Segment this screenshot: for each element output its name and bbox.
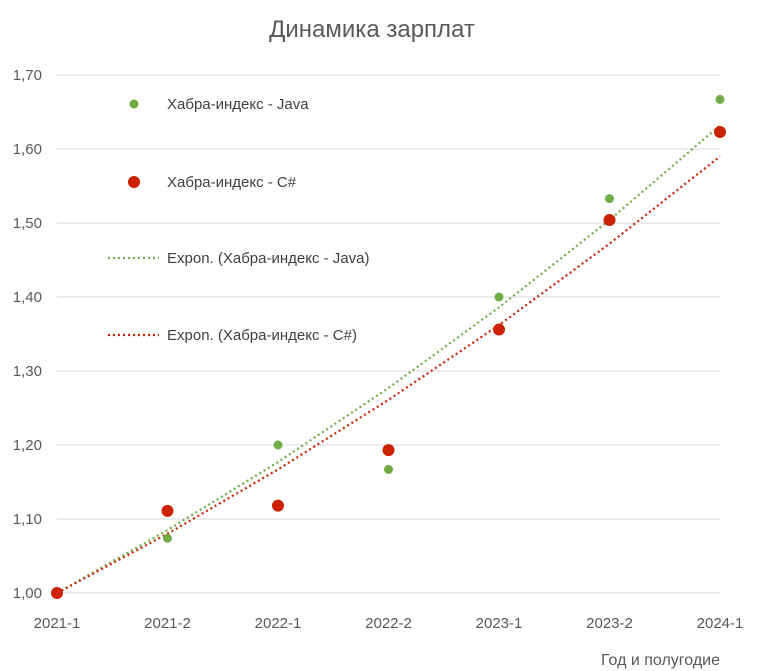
data-point xyxy=(51,587,63,599)
legend-label: Хабра-индекс - Java xyxy=(167,96,309,113)
y-tick-label: 1,10 xyxy=(13,511,42,528)
x-tick-label: 2021-2 xyxy=(144,615,191,632)
legend-marker xyxy=(128,176,140,188)
x-tick-label: 2022-1 xyxy=(255,615,302,632)
x-tick-label: 2023-2 xyxy=(586,615,633,632)
y-tick-label: 1,00 xyxy=(13,585,42,602)
y-tick-label: 1,60 xyxy=(13,141,42,158)
data-point xyxy=(163,533,172,543)
data-point xyxy=(605,194,614,204)
data-point xyxy=(161,504,174,517)
x-tick-label: 2022-2 xyxy=(365,615,412,632)
trendlines xyxy=(56,124,721,594)
y-tick-label: 1,70 xyxy=(13,67,42,84)
data-point xyxy=(382,444,395,457)
legend-label: Хабра-индекс - C# xyxy=(167,174,297,191)
x-tick-label: 2023-1 xyxy=(476,615,523,632)
x-tick-label: 2024-1 xyxy=(697,615,744,632)
data-points xyxy=(51,94,726,599)
data-point xyxy=(272,499,284,512)
legend-label: Expon. (Хабра-индекс - Java) xyxy=(167,250,369,267)
y-tick-label: 1,50 xyxy=(13,215,42,232)
trendline xyxy=(56,124,721,594)
data-point xyxy=(715,94,725,104)
legend: Хабра-индекс - Java Хабра-индекс - C# Expo… xyxy=(108,96,369,344)
x-tick-label: 2021-1 xyxy=(34,615,81,632)
data-point xyxy=(714,125,726,138)
legend-label: Expon. (Хабра-индекс - C#) xyxy=(167,327,357,344)
y-axis-ticks: 1,00 1,10 1,20 1,30 1,40 1,50 1,60 1,70 xyxy=(13,67,42,602)
data-point xyxy=(384,464,393,474)
data-point xyxy=(603,214,616,227)
trendline xyxy=(56,155,721,594)
y-tick-label: 1,40 xyxy=(13,289,42,306)
data-point xyxy=(493,323,505,336)
legend-marker xyxy=(129,99,139,109)
data-point xyxy=(273,440,283,450)
x-axis-ticks: 2021-1 2021-2 2022-1 2022-2 2023-1 2023-2 2024… xyxy=(34,615,744,632)
chart-title: Динамика зарплат xyxy=(269,16,475,43)
data-point xyxy=(494,292,504,302)
y-tick-label: 1,30 xyxy=(13,363,42,380)
gridlines xyxy=(57,74,720,594)
y-tick-label: 1,20 xyxy=(13,437,42,454)
x-axis-title: Год и полугодие xyxy=(601,652,720,669)
